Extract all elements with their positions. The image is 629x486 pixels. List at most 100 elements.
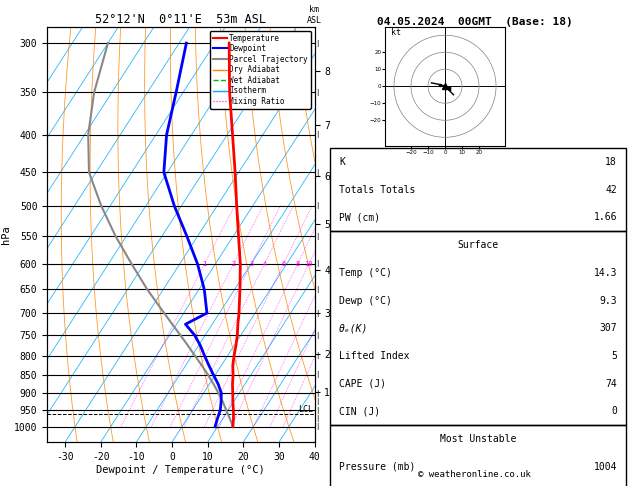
Text: Temp (°C): Temp (°C)	[339, 268, 392, 278]
Y-axis label: hPa: hPa	[1, 225, 11, 244]
Text: Surface: Surface	[457, 240, 499, 250]
Text: |: |	[316, 407, 319, 414]
Text: K: K	[339, 157, 345, 167]
Text: PW (cm): PW (cm)	[339, 212, 380, 223]
Line: Temperature: Temperature	[229, 43, 240, 427]
Parcel Trajectory	[160, 310, 168, 316]
Temperature	[229, 399, 237, 405]
Parcel Trajectory	[229, 424, 237, 430]
Text: |: |	[316, 88, 319, 96]
Dewpoint	[170, 203, 178, 209]
Text: 1.66: 1.66	[594, 212, 617, 223]
Temperature	[236, 287, 243, 293]
Text: |: |	[316, 286, 319, 293]
Text: |: |	[316, 415, 319, 422]
Text: Most Unstable: Most Unstable	[440, 434, 516, 444]
Temperature	[234, 321, 242, 327]
Dewpoint	[163, 132, 170, 138]
Parcel Trajectory	[143, 287, 151, 293]
Dewpoint	[218, 390, 225, 396]
Temperature	[225, 40, 233, 46]
Temperature	[229, 390, 237, 396]
Text: 8: 8	[296, 261, 300, 267]
Text: km
ASL: km ASL	[307, 5, 322, 25]
Text: 5: 5	[611, 351, 617, 361]
Text: CIN (J): CIN (J)	[339, 406, 380, 417]
Text: |: |	[316, 260, 319, 267]
Dewpoint	[160, 169, 167, 175]
Text: |: |	[316, 399, 319, 405]
Line: Dewpoint: Dewpoint	[164, 43, 221, 427]
Text: |: |	[316, 423, 319, 430]
Text: 3: 3	[249, 261, 253, 267]
Dewpoint	[211, 424, 219, 430]
Dewpoint	[182, 321, 189, 327]
Dewpoint	[194, 261, 201, 267]
Text: Dewp (°C): Dewp (°C)	[339, 295, 392, 306]
Dewpoint	[203, 310, 211, 316]
Temperature	[229, 132, 237, 138]
Parcel Trajectory	[204, 372, 212, 378]
Temperature	[230, 353, 238, 359]
Legend: Temperature, Dewpoint, Parcel Trajectory, Dry Adiabat, Wet Adiabat, Isotherm, Mi: Temperature, Dewpoint, Parcel Trajectory…	[210, 31, 311, 109]
Text: 4: 4	[262, 261, 267, 267]
Text: 307: 307	[599, 323, 617, 333]
Temperature	[233, 203, 240, 209]
Text: 1004: 1004	[594, 462, 617, 472]
Dewpoint	[183, 233, 191, 239]
Temperature	[235, 233, 242, 239]
Temperature	[230, 372, 237, 378]
Parcel Trajectory	[219, 399, 226, 405]
Text: |: |	[316, 39, 319, 47]
Temperature	[233, 332, 241, 338]
Text: |: |	[316, 233, 319, 240]
Temperature	[232, 343, 240, 348]
Dewpoint	[209, 372, 217, 378]
X-axis label: Dewpoint / Temperature (°C): Dewpoint / Temperature (°C)	[96, 465, 265, 475]
Parcel Trajectory	[112, 233, 120, 239]
Text: |: |	[316, 131, 319, 138]
Parcel Trajectory	[223, 407, 230, 413]
Temperature	[237, 261, 244, 267]
Dewpoint	[182, 40, 190, 46]
Text: θₑ(K): θₑ(K)	[339, 323, 369, 333]
Parcel Trajectory	[214, 390, 222, 396]
Parcel Trajectory	[198, 363, 206, 368]
Title: 52°12'N  0°11'E  53m ASL: 52°12'N 0°11'E 53m ASL	[96, 13, 266, 26]
Dewpoint	[217, 399, 225, 405]
Parcel Trajectory	[184, 343, 192, 348]
Temperature	[229, 381, 237, 387]
Parcel Trajectory	[169, 321, 176, 327]
Dewpoint	[201, 287, 208, 293]
Parcel Trajectory	[128, 261, 135, 267]
Text: 14.3: 14.3	[594, 268, 617, 278]
Temperature	[229, 363, 237, 368]
Text: 74: 74	[605, 379, 617, 389]
Parcel Trajectory	[97, 203, 105, 209]
Text: © weatheronline.co.uk: © weatheronline.co.uk	[418, 469, 532, 479]
Temperature	[231, 169, 239, 175]
Parcel Trajectory	[91, 89, 98, 95]
Text: Pressure (mb): Pressure (mb)	[339, 462, 416, 472]
Parcel Trajectory	[191, 353, 199, 359]
Parcel Trajectory	[177, 332, 184, 338]
Text: 10: 10	[304, 261, 313, 267]
Parcel Trajectory	[84, 132, 92, 138]
Text: 42: 42	[605, 185, 617, 195]
Text: Totals Totals: Totals Totals	[339, 185, 416, 195]
Text: kt: kt	[391, 28, 401, 37]
Dewpoint	[216, 407, 224, 413]
Temperature	[230, 407, 237, 413]
Text: 6: 6	[281, 261, 286, 267]
Line: Parcel Trajectory: Parcel Trajectory	[88, 43, 233, 427]
Text: 18: 18	[605, 157, 617, 167]
Temperature	[235, 310, 243, 316]
Text: 9.3: 9.3	[599, 295, 617, 306]
Dewpoint	[196, 343, 204, 348]
Parcel Trajectory	[226, 416, 233, 421]
Parcel Trajectory	[104, 40, 112, 46]
Text: 04.05.2024  00GMT  (Base: 18): 04.05.2024 00GMT (Base: 18)	[377, 17, 573, 27]
Text: 1: 1	[203, 261, 206, 267]
Parcel Trajectory	[85, 169, 92, 175]
Text: 0: 0	[611, 406, 617, 417]
